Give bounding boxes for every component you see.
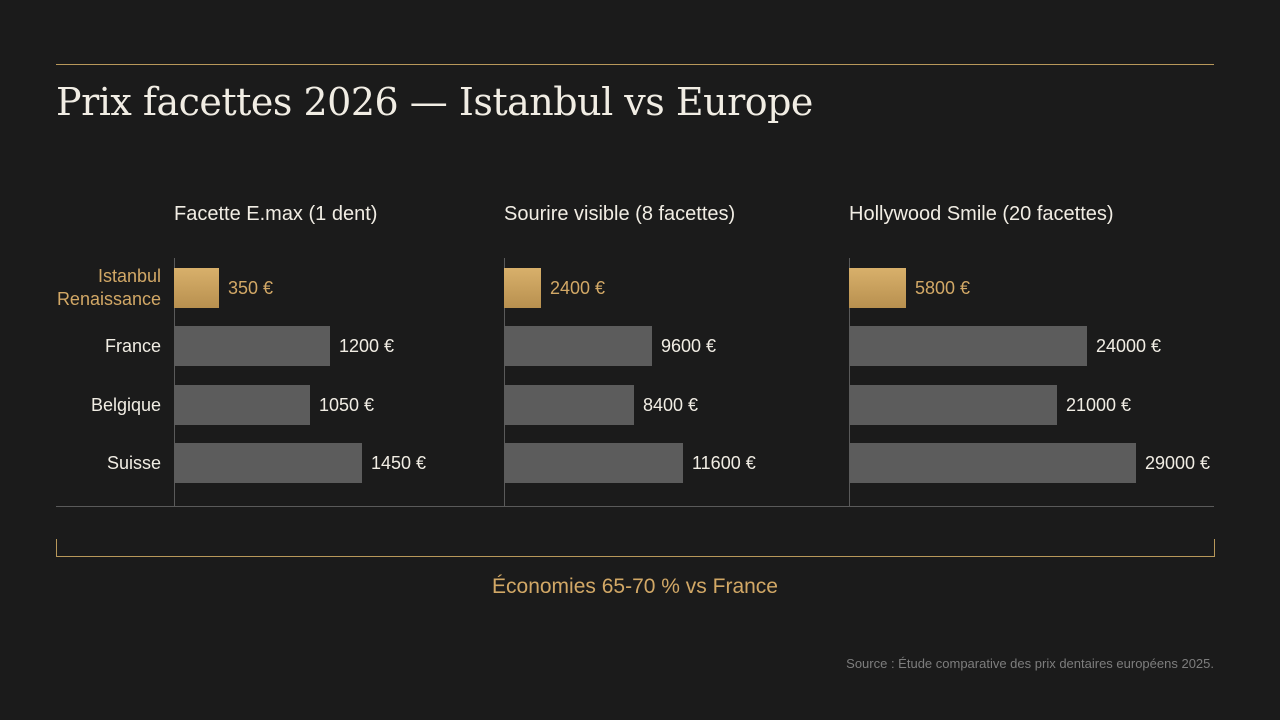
panel-title-1: Sourire visible (8 facettes) [504,203,736,225]
value-label-2-3: 29000 € [1145,453,1211,473]
value-label-2-2: 21000 € [1066,395,1132,415]
chart-baseline [56,506,1214,507]
panel-title-0: Facette E.max (1 dent) [174,203,378,225]
bar-0-2 [174,385,310,425]
row-label-2: Belgique [90,394,161,415]
value-label-1-1: 9600 € [661,336,717,356]
bar-0-3 [174,443,362,483]
row-label-0: Istanbul Renaissance [56,266,161,309]
panel-axis-1 [504,258,505,506]
panel-axis-2 [849,258,850,506]
panel-axis-0 [174,258,175,506]
value-label-0-3: 1450 € [371,453,427,473]
panel-title-2: Hollywood Smile (20 facettes) [849,203,1114,225]
value-label-0-2: 1050 € [319,395,375,415]
bar-0-1 [174,326,330,366]
bar-1-2 [504,385,634,425]
bar-2-2 [849,385,1057,425]
savings-note: Économies 65-70 % vs France [492,575,778,598]
value-label-0-0: 350 € [228,278,274,298]
bar-0-0 [174,268,219,308]
top-rule [56,64,1214,65]
value-label-1-0: 2400 € [550,278,606,298]
row-label-1: France [104,335,161,356]
value-label-2-1: 24000 € [1096,336,1162,356]
bar-1-3 [504,443,683,483]
row-label-3: Suisse [106,452,161,473]
bar-2-3 [849,443,1136,483]
value-label-0-1: 1200 € [339,336,395,356]
bar-2-1 [849,326,1087,366]
savings-bracket [56,539,1215,557]
page-title: Prix facettes 2026 — Istanbul vs Europe [56,80,813,124]
value-label-2-0: 5800 € [915,278,971,298]
value-label-1-2: 8400 € [643,395,699,415]
bar-1-1 [504,326,652,366]
value-label-1-3: 11600 € [692,453,756,473]
bar-1-0 [504,268,541,308]
bar-2-0 [849,268,906,308]
source-note: Source : Étude comparative des prix dent… [846,656,1214,671]
